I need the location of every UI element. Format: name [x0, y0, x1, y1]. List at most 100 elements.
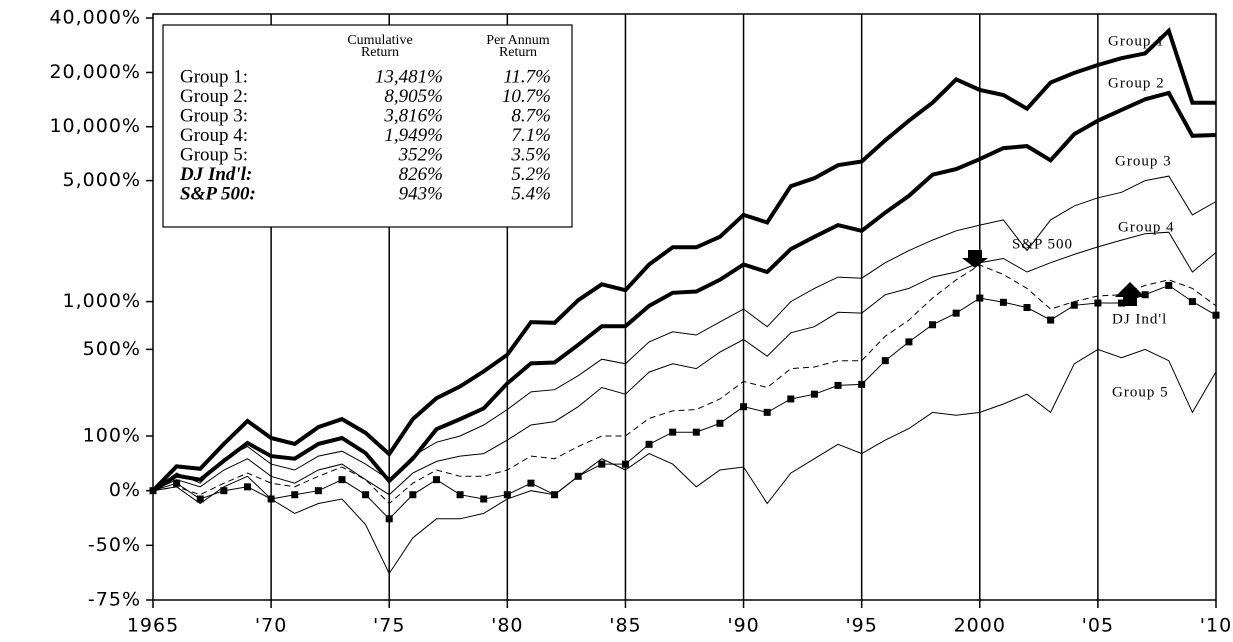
series-marker [881, 357, 889, 365]
y-tick-label: 5,000% [63, 169, 141, 191]
series-line [152, 264, 1217, 505]
x-tick-label: '85 [609, 615, 641, 637]
series-marker [291, 491, 299, 499]
table-cell: Group 5: [180, 144, 248, 165]
series-marker [527, 479, 535, 487]
series-marker [1094, 299, 1102, 307]
series-marker [858, 380, 866, 388]
table-cell: Group 1: [180, 66, 248, 87]
series-marker [669, 428, 677, 436]
y-tick-label: 0% [109, 479, 141, 501]
table-cell: 13,481% [375, 66, 443, 87]
series-marker [810, 390, 818, 398]
x-tick-label: '05 [1082, 615, 1114, 637]
series-marker [929, 321, 937, 329]
table-cell: 352% [398, 144, 443, 165]
series-marker [1023, 304, 1031, 312]
table-cell: S&P 500: [180, 183, 256, 204]
table-header: Return [499, 45, 537, 60]
series-marker [1165, 281, 1173, 289]
series-marker [787, 395, 795, 403]
x-tick-label: '90 [727, 615, 759, 637]
table-cell: 8,905% [384, 86, 443, 107]
table-header: Return [361, 45, 399, 60]
series-marker [645, 440, 653, 448]
table-cell: 7.1% [511, 125, 551, 146]
x-tick-label: '70 [255, 615, 287, 637]
series-marker [1070, 301, 1078, 309]
series-marker [598, 460, 606, 468]
series-marker [716, 419, 724, 427]
series-marker [1118, 299, 1126, 307]
series-marker [220, 487, 228, 495]
table-header: Per Annum [486, 33, 550, 48]
x-tick-label: '80 [491, 615, 523, 637]
series-marker [338, 476, 346, 484]
series-marker [385, 515, 393, 523]
table-cell: Group 2: [180, 86, 248, 107]
series-marker [243, 483, 251, 491]
series-line [151, 90, 1217, 493]
dj-arrow [1115, 282, 1145, 306]
series-marker [1047, 316, 1055, 324]
series-marker [362, 491, 370, 499]
table-cell: 10.7% [502, 86, 551, 107]
series-marker [763, 408, 771, 416]
table-header: Cumulative [347, 33, 412, 48]
series-line [152, 348, 1217, 575]
series-marker [314, 487, 322, 495]
series-marker [503, 491, 511, 499]
series-marker [692, 428, 700, 436]
x-tick-label: 1965 [127, 615, 179, 637]
x-tick-label: 2000 [954, 615, 1006, 637]
series-marker [432, 476, 440, 484]
series-marker [999, 298, 1007, 306]
table-cell: Group 3: [180, 105, 248, 126]
series-marker [409, 491, 417, 499]
table-cell: 1,949% [384, 125, 443, 146]
table-cell: 943% [399, 183, 443, 204]
series-label: Group 2 [1108, 75, 1165, 91]
y-tick-label: 10,000% [49, 115, 141, 137]
table-cell: 826% [399, 164, 443, 185]
summary-table-box [162, 24, 573, 228]
y-tick-label: -75% [88, 589, 141, 611]
table-cell: 8.7% [511, 105, 551, 126]
series-marker [834, 381, 842, 389]
table-cell: 5.4% [511, 183, 551, 204]
series-line [152, 231, 1217, 496]
series-label: Group 4 [1118, 219, 1175, 235]
sp500-arrow [962, 250, 988, 268]
y-tick-label: 1,000% [63, 290, 141, 312]
x-tick-label: '75 [373, 615, 405, 637]
table-cell: 3,816% [383, 105, 443, 126]
table-cell: DJ Ind'l: [179, 164, 252, 185]
x-tick-label: '95 [845, 615, 877, 637]
y-tick-label: -50% [88, 534, 141, 556]
series-label: S&P 500 [1012, 236, 1073, 252]
series-marker [952, 309, 960, 317]
series-marker [740, 403, 748, 411]
series-marker [905, 338, 913, 346]
series-line [151, 27, 1216, 493]
table-cell: 11.7% [503, 66, 551, 87]
series-marker [196, 495, 204, 503]
series-marker [173, 479, 181, 487]
series-label: DJ Ind'l [1112, 311, 1167, 327]
table-cell: 3.5% [510, 144, 551, 165]
table-cell: Group 4: [180, 125, 248, 146]
series-label: Group 3 [1115, 153, 1172, 169]
series-label: Group 1 [1108, 33, 1165, 49]
y-tick-label: 500% [83, 338, 141, 360]
series-marker [1188, 298, 1196, 306]
x-tick-label: '10 [1200, 615, 1232, 637]
series-line [152, 175, 1217, 492]
y-tick-label: 20,000% [49, 61, 141, 83]
series-marker [1141, 291, 1149, 299]
series-marker [621, 460, 629, 468]
y-tick-label: 100% [83, 425, 141, 447]
plot-frame [152, 13, 1217, 601]
series-line [152, 284, 1217, 520]
table-cell: 5.2% [511, 164, 551, 185]
